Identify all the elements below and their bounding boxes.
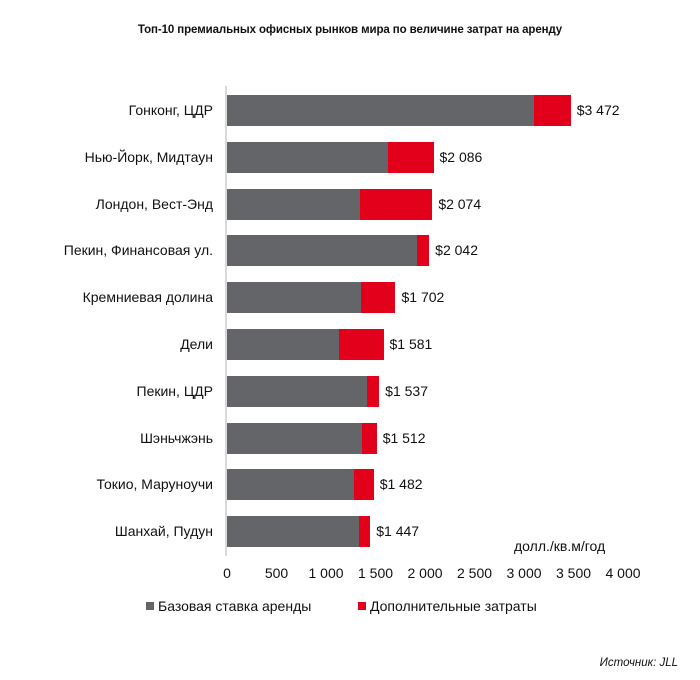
bar-total-label: $2 042	[435, 242, 478, 258]
bar-segment-base	[227, 189, 360, 220]
x-tick-label: 3 500	[555, 565, 592, 581]
bar-segment-extra	[362, 423, 377, 454]
legend-swatch-extra	[358, 602, 366, 610]
x-tick-label: 3 000	[506, 565, 542, 581]
bar-stack	[227, 235, 430, 266]
bar-segment-base	[227, 516, 359, 547]
category-label: Кремниевая долина	[82, 289, 213, 305]
x-tick-label: 2 000	[407, 565, 443, 581]
bar-total-label: $1 537	[385, 383, 428, 399]
bar-segment-base	[227, 142, 388, 173]
bar-segment-extra	[360, 282, 396, 313]
category-label: Шанхай, Пудун	[114, 523, 213, 539]
x-axis-unit-label: долл./кв.м/год	[514, 538, 606, 554]
bar-segment-base	[227, 329, 339, 360]
legend-item-base: Базовая ставка аренды	[146, 598, 311, 614]
legend-label-base: Базовая ставка аренды	[158, 598, 312, 614]
bar-stack	[227, 282, 396, 313]
bar-segment-base	[227, 235, 417, 266]
bar-total-label: $1 702	[401, 289, 445, 305]
y-axis-line	[225, 86, 227, 556]
bar-segment-base	[227, 95, 534, 126]
bar-segment-extra	[533, 95, 571, 126]
source-note: Источник: JLL	[599, 657, 678, 669]
bar-segment-base	[227, 282, 361, 313]
bar-stack	[227, 329, 384, 360]
bar-stack	[227, 469, 374, 500]
category-label: Шэньчжэнь	[140, 430, 213, 446]
category-label: Токио, Маруноучи	[96, 476, 213, 492]
x-tick-label: 0	[223, 565, 231, 581]
bar-segment-extra	[338, 329, 384, 360]
bar-segment-extra	[358, 516, 371, 547]
bar-stack	[227, 516, 371, 547]
legend: Базовая ставка аренды Дополнительные зат…	[0, 598, 700, 618]
bar-segment-extra	[416, 235, 430, 266]
bar-total-label: $1 447	[376, 523, 420, 539]
bar-total-label: $1 512	[382, 430, 426, 446]
x-tick-label: 4 000	[605, 565, 641, 581]
bar-segment-base	[227, 469, 355, 500]
legend-label-extra: Дополнительные затраты	[370, 598, 537, 614]
bar-stack	[227, 142, 434, 173]
bar-segment-extra	[359, 189, 433, 220]
category-label: Нью-Йорк, Мидтаун	[84, 149, 213, 165]
category-label: Гонконг, ЦДР	[128, 102, 213, 118]
bar-stack	[227, 189, 433, 220]
bar-segment-base	[227, 376, 368, 407]
category-label: Пекин, ЦДР	[136, 383, 213, 399]
x-tick-label: 500	[264, 565, 289, 581]
bar-segment-extra	[367, 376, 380, 407]
chart-title: Топ-10 премиальных офисных рынков мира п…	[137, 24, 563, 36]
x-tick-label: 2 500	[456, 565, 493, 581]
category-label: Дели	[180, 336, 213, 352]
bar-total-label: $2 086	[439, 149, 483, 165]
bar-total-label: $1 581	[389, 336, 433, 352]
bar-total-label: $2 074	[438, 196, 482, 212]
legend-swatch-base	[146, 602, 154, 610]
category-label: Лондон, Вест-Энд	[95, 196, 213, 212]
bar-total-label: $3 472	[576, 102, 620, 118]
bar-segment-extra	[387, 142, 434, 173]
x-tick-label: 1 000	[308, 565, 344, 581]
bar-segment-extra	[354, 469, 374, 500]
bar-stack	[227, 423, 377, 454]
bar-stack	[227, 376, 380, 407]
x-tick-label: 1 500	[357, 565, 394, 581]
bar-total-label: $1 482	[379, 476, 423, 492]
bar-segment-base	[227, 423, 363, 454]
category-label: Пекин, Финансовая ул.	[63, 242, 213, 258]
bar-stack	[227, 95, 571, 126]
legend-item-extra: Дополнительные затраты	[358, 598, 537, 614]
